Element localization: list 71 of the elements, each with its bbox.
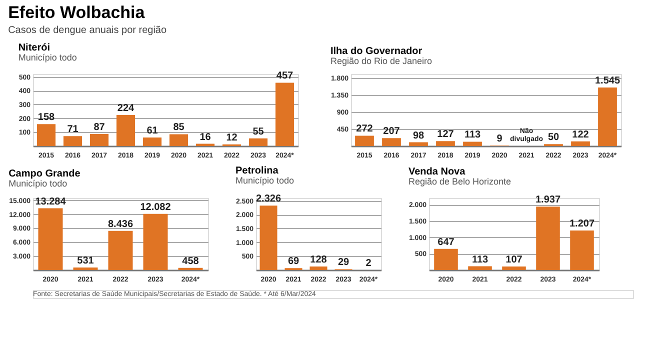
data-label: 107 [506,254,523,266]
data-label: 55 [252,126,264,138]
data-label: 85 [173,122,185,134]
data-label: 12.082 [140,202,172,213]
bar [248,138,268,146]
data-label: 531 [77,256,94,267]
chart-subtitle: Município todo [235,176,294,186]
bar [434,248,458,270]
data-label: 1.545 [594,75,620,86]
chart-subtitle: Município todo [8,178,68,188]
chart-subtitle: Região de Belo Horizonte [408,176,512,187]
data-label: 127 [437,129,454,140]
bar [570,230,594,270]
data-label: 158 [38,112,56,124]
bar [310,266,328,270]
data-label: 207 [383,126,400,138]
chart-title: Niterói [18,42,50,54]
bar [468,266,492,270]
bar [90,134,109,146]
bar [463,142,482,146]
data-label: 12 [226,132,238,144]
bar [116,114,136,146]
bar [355,136,374,146]
data-label: 113 [472,254,488,266]
bar [436,141,455,146]
chart-subtitle: Região do Rio de Janeiro [330,56,432,66]
bar [275,82,294,146]
bar [382,138,401,146]
data-label: 2.326 [256,194,282,205]
data-label: 224 [117,102,135,114]
data-label: 2 [366,258,372,269]
data-label: 69 [288,256,300,268]
data-label: 8.436 [108,218,134,230]
bar [571,141,590,146]
data-label: 122 [572,129,590,140]
data-label: 113 [464,130,481,141]
data-label: 16 [200,132,212,143]
data-label: 87 [94,122,106,133]
bar [260,206,278,270]
bar [536,206,560,270]
text: Casos de dengue anuais por região [8,25,167,36]
bar [169,134,188,146]
bar [38,208,63,270]
data-label: 9 [496,134,503,145]
data-label: 647 [438,236,455,248]
chart-title: Ilha do Governador [330,46,422,57]
data-label: 50 [548,132,560,144]
bar [108,230,133,270]
bar [502,266,526,270]
data-label: 29 [338,257,350,268]
data-label: 71 [67,124,79,136]
data-label: 272 [356,124,374,135]
data-label: 457 [276,70,294,82]
data-label: 458 [182,256,200,267]
bar [36,124,56,146]
chart-title: Petrolina [235,166,279,177]
chart-title: Venda Nova [408,166,466,178]
bar [63,136,82,146]
bar [409,142,428,146]
bar [598,87,617,146]
data-label: 128 [310,254,328,266]
data-label: 98 [412,130,424,142]
data-label: 61 [146,126,158,137]
data-label: 1.937 [535,194,561,206]
bar [143,214,168,270]
bar [142,138,162,146]
data-label: 13.284 [35,196,66,208]
chart-subtitle: Município todo [18,52,77,63]
text: Efeito Wolbachia [8,3,146,22]
data-label: 1.207 [569,218,595,230]
chart-title: Campo Grande [8,168,81,180]
